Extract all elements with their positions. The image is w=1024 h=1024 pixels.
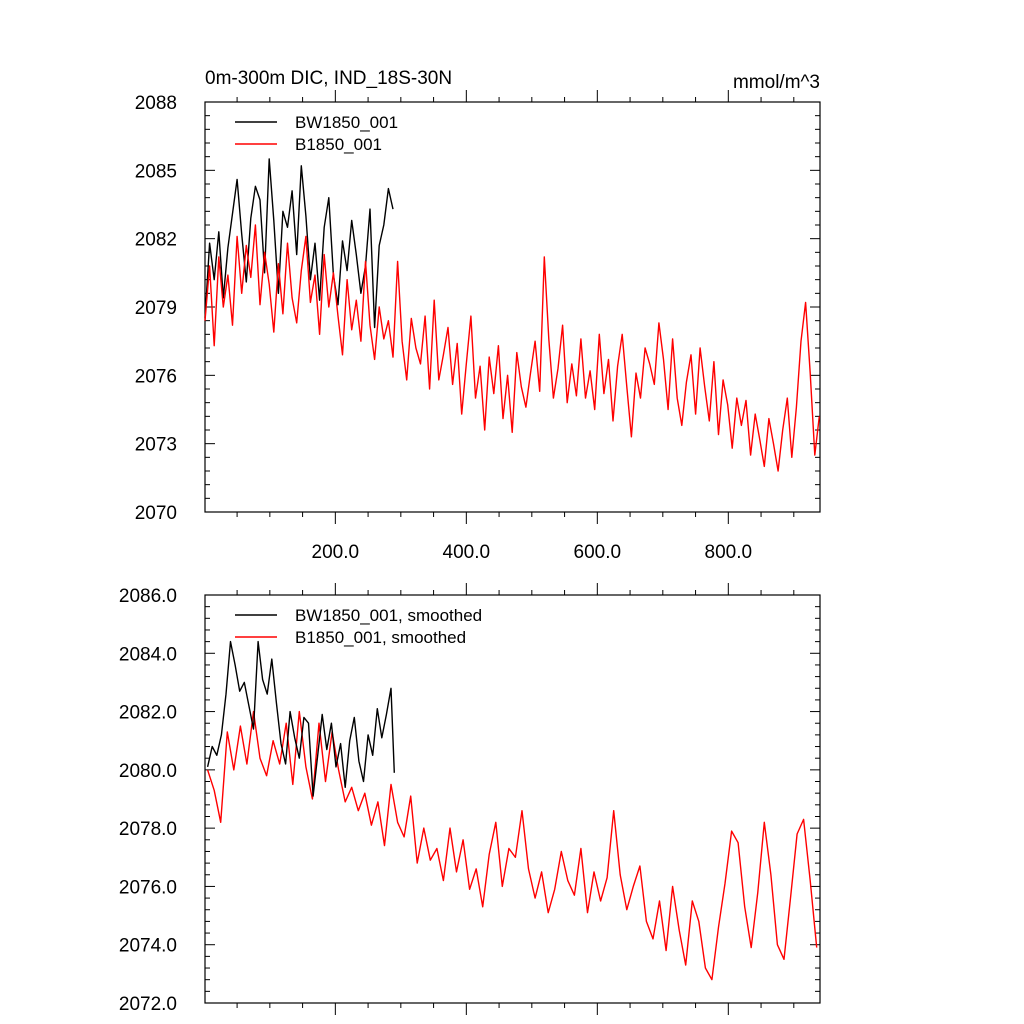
bottom-series-line-1 — [206, 710, 818, 981]
top-ytick-label: 2088 — [135, 93, 177, 114]
bottom-legend-label-0: BW1850_001, smoothed — [295, 606, 482, 625]
bottom-plot-frame — [204, 594, 821, 1004]
top-panel: 0m-300m DIC, IND_18S-30N mmol/m^3 2070 20… — [135, 68, 821, 563]
top-ytick-label: 2076 — [135, 366, 177, 387]
top-series-line-0 — [204, 158, 394, 329]
bottom-ytick-label: 2076.0 — [119, 877, 177, 898]
top-legend-label-1: B1850_001 — [295, 135, 382, 154]
bottom-ytick-label: 2082.0 — [119, 703, 177, 724]
top-ytick-label: 2073 — [135, 435, 177, 456]
top-series-line-1 — [204, 224, 820, 472]
top-plot-frame — [204, 101, 821, 513]
bottom-ytick-label: 2074.0 — [119, 936, 177, 957]
top-xtick-label: 600.0 — [574, 542, 622, 563]
top-xtick-label: 400.0 — [443, 542, 491, 563]
bottom-ytick-label: 2084.0 — [119, 644, 177, 665]
top-xtick-label: 800.0 — [705, 542, 753, 563]
top-ytick-label: 2082 — [135, 230, 177, 251]
top-xtick-label: 200.0 — [312, 542, 360, 563]
top-ytick-label: 2085 — [135, 161, 177, 182]
bottom-ytick-label: 2086.0 — [119, 586, 177, 607]
top-ytick-label: 2079 — [135, 298, 177, 319]
top-ytick-label: 2070 — [135, 503, 177, 524]
bottom-ytick-label: 2080.0 — [119, 761, 177, 782]
bottom-panel: 2072.0 2074.0 2076.0 2078.0 2080.0 2082.0 2084… — [119, 583, 821, 1015]
top-chart-units: mmol/m^3 — [733, 72, 820, 93]
bottom-ytick-label: 2078.0 — [119, 819, 177, 840]
bottom-series-line-0 — [206, 640, 395, 797]
bottom-ytick-label: 2072.0 — [119, 994, 177, 1015]
top-legend-label-0: BW1850_001 — [295, 113, 398, 132]
bottom-legend-label-1: B1850_001, smoothed — [295, 628, 466, 647]
top-chart-title: 0m-300m DIC, IND_18S-30N — [205, 68, 452, 89]
